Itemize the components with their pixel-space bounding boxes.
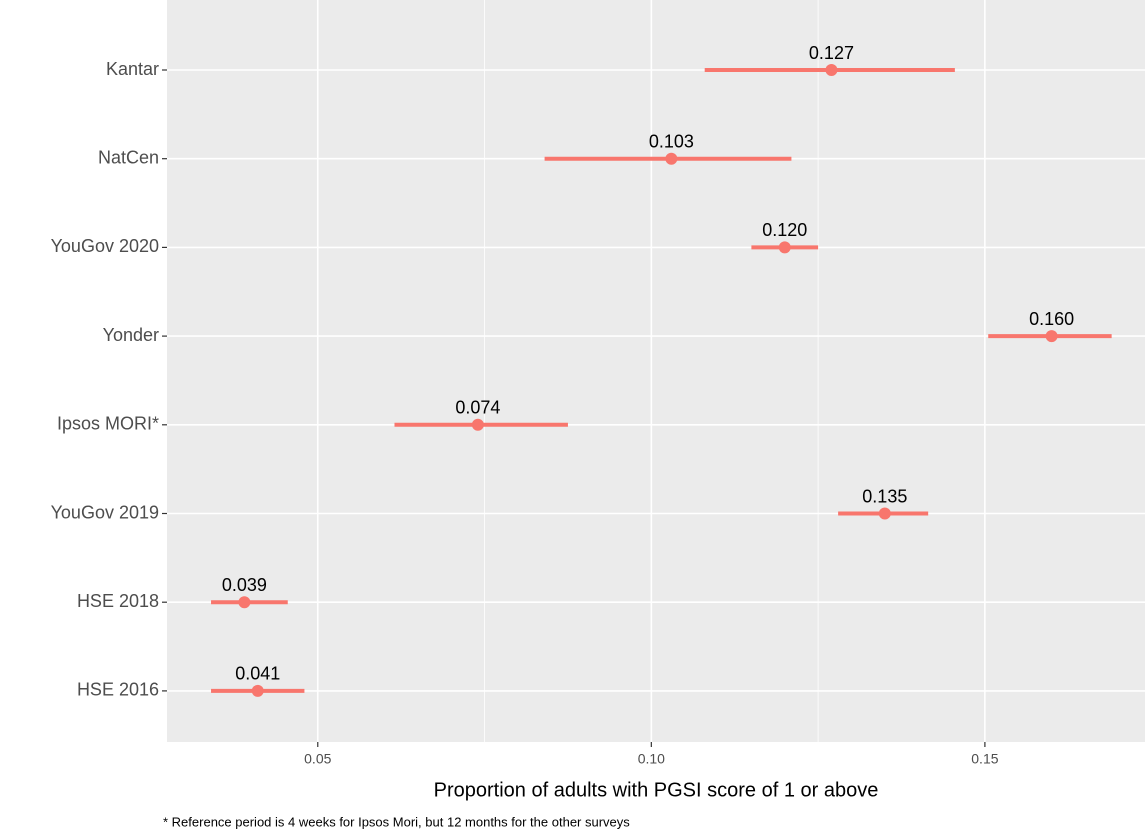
point (251, 684, 264, 697)
x-tick-label: 0.05 (304, 751, 331, 767)
value-label: 0.120 (762, 220, 807, 240)
point (825, 64, 838, 76)
point (471, 418, 484, 431)
value-label: 0.127 (809, 43, 854, 63)
value-label: 0.039 (222, 575, 267, 595)
y-tick-label: Ipsos MORI* (57, 414, 159, 434)
point (778, 241, 791, 254)
value-label: 0.074 (455, 398, 500, 418)
value-label: 0.135 (862, 486, 907, 506)
x-tick-label: 0.10 (638, 751, 665, 767)
value-label: 0.103 (649, 131, 694, 151)
y-tick-label: HSE 2018 (77, 591, 159, 611)
x-axis-title: Proportion of adults with PGSI score of … (434, 779, 879, 801)
point (665, 152, 678, 165)
x-tick-label: 0.15 (971, 751, 998, 767)
value-label: 0.160 (1029, 309, 1074, 329)
plot-panel (167, 0, 1145, 742)
y-tick-label: YouGov 2020 (51, 236, 159, 256)
y-tick-label: Yonder (103, 325, 159, 345)
point (238, 596, 251, 609)
y-tick-label: HSE 2016 (77, 680, 159, 700)
y-tick-label: Kantar (106, 59, 159, 79)
footnote: * Reference period is 4 weeks for Ipsos … (163, 814, 630, 829)
point (878, 507, 891, 520)
y-tick-label: NatCen (98, 147, 159, 167)
point (1045, 330, 1058, 343)
y-tick-label: YouGov 2019 (51, 502, 159, 522)
value-label: 0.041 (235, 664, 280, 684)
